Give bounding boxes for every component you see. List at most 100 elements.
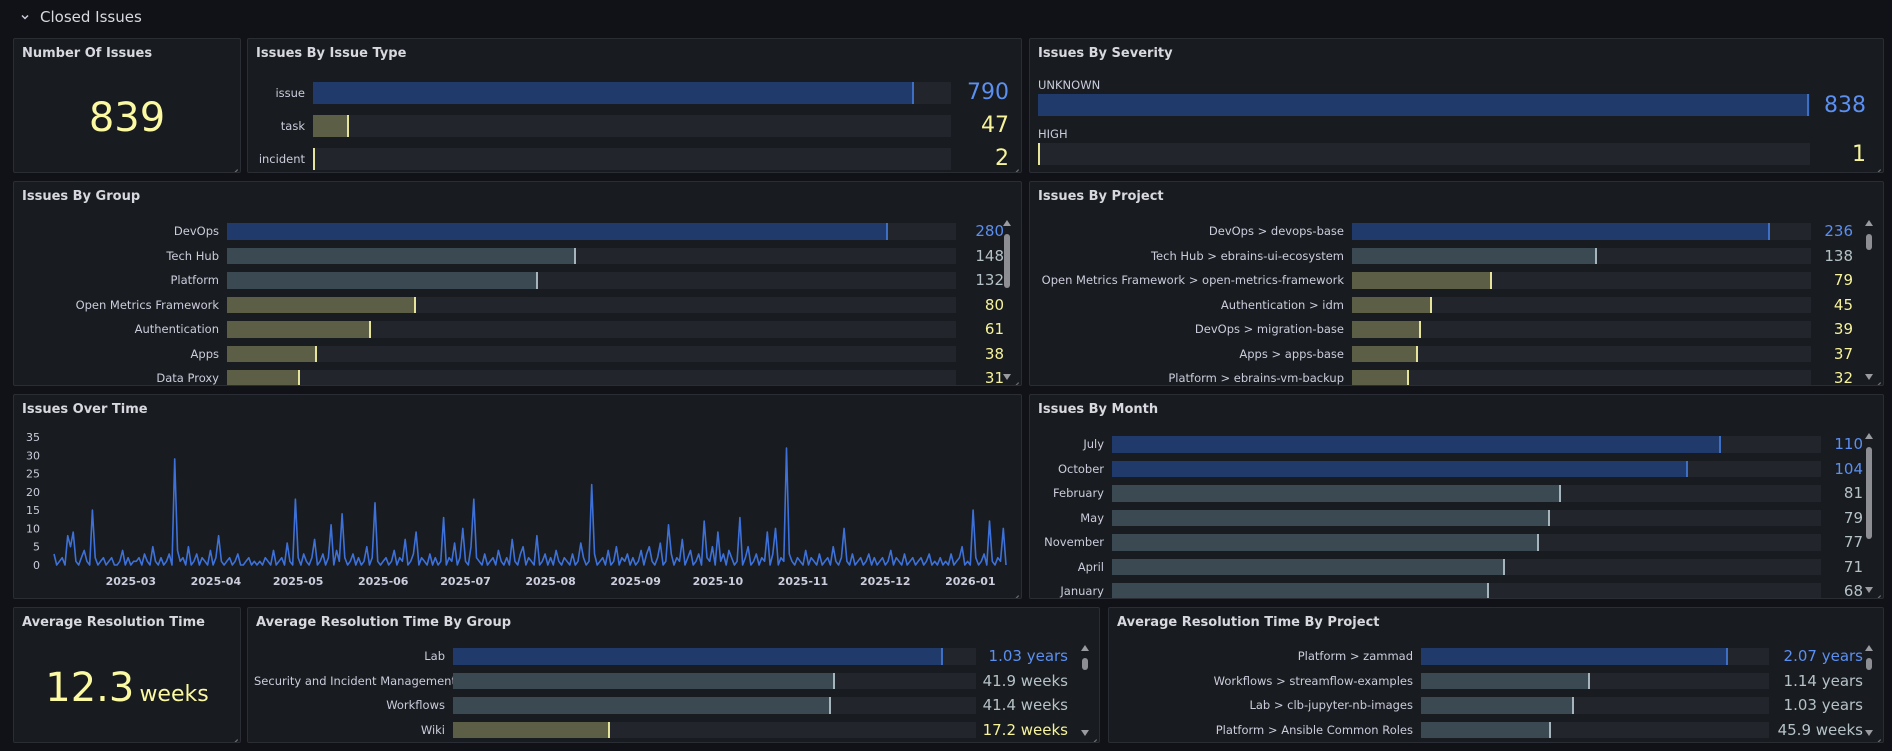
bar-row[interactable]: Open Metrics Framework 80: [20, 294, 1004, 317]
bar-row[interactable]: task 47: [254, 110, 1009, 141]
scroll-up-icon[interactable]: [1865, 433, 1873, 439]
severity-label: UNKNOWN: [1038, 78, 1101, 92]
bar-row[interactable]: Open Metrics Framework > open-metrics-fr…: [1036, 269, 1853, 292]
bar-fill: [227, 247, 577, 264]
severity-bar-row[interactable]: 1: [1038, 142, 1866, 167]
panel-issues-by-type: Issues By Issue Type issue 790 task 47 incid…: [247, 38, 1022, 173]
bar-fill: [227, 345, 317, 362]
scroll-thumb[interactable]: [1866, 447, 1872, 539]
scrollbar[interactable]: [1002, 220, 1012, 380]
bar-value: 41.4 weeks: [982, 696, 1068, 715]
scroll-down-icon[interactable]: [1865, 374, 1873, 380]
row-header-closed-issues[interactable]: Closed Issues: [18, 6, 142, 28]
scroll-thumb[interactable]: [1866, 234, 1872, 250]
bar-row[interactable]: Platform > ebrains-vm-backup 32: [1036, 367, 1853, 385]
bar-row[interactable]: Tech Hub 148: [20, 245, 1004, 268]
scroll-up-icon[interactable]: [1003, 220, 1011, 226]
scrollbar[interactable]: [1864, 645, 1874, 736]
bar-row[interactable]: October 104: [1036, 458, 1863, 481]
bar-fill: [1352, 223, 1771, 240]
scrollbar[interactable]: [1080, 645, 1090, 736]
scrollbar[interactable]: [1864, 433, 1874, 593]
scrollbar[interactable]: [1864, 220, 1874, 380]
resize-handle[interactable]: [1010, 374, 1019, 383]
bar-row[interactable]: issue 790: [254, 77, 1009, 108]
bar-row[interactable]: May 79: [1036, 507, 1863, 530]
bar-row[interactable]: Authentication 61: [20, 318, 1004, 341]
bar-row[interactable]: DevOps 280: [20, 220, 1004, 243]
bar-row[interactable]: DevOps > migration-base 39: [1036, 318, 1853, 341]
resize-handle[interactable]: [1872, 731, 1881, 740]
bar-row[interactable]: July 110: [1036, 433, 1863, 456]
bar-row[interactable]: DevOps > devops-base 236: [1036, 220, 1853, 243]
bar-fill: [1352, 370, 1409, 385]
bar-fill: [1352, 272, 1492, 289]
bar-row[interactable]: Platform > Ansible Common Roles 45.9 week…: [1115, 719, 1863, 742]
scroll-down-icon[interactable]: [1003, 374, 1011, 380]
bar-value: 1.03 years: [1783, 696, 1863, 715]
bar-value: 81: [1843, 484, 1863, 503]
bar-row[interactable]: incident 2: [254, 143, 1009, 172]
bar-row[interactable]: Workflows > streamflow-examples 1.14 year…: [1115, 670, 1863, 693]
scroll-up-icon[interactable]: [1865, 220, 1873, 226]
scroll-down-icon[interactable]: [1865, 587, 1873, 593]
severity-bar-row[interactable]: 838: [1038, 93, 1866, 118]
bar-value: 17.2 weeks: [982, 720, 1068, 739]
bar-fill: [227, 321, 371, 338]
bar-label: Open Metrics Framework: [75, 297, 219, 312]
bar-value: 68: [1843, 582, 1863, 599]
scroll-up-icon[interactable]: [1865, 645, 1873, 651]
resize-handle[interactable]: [1010, 161, 1019, 170]
bar-row[interactable]: November 77: [1036, 531, 1863, 554]
resize-handle[interactable]: [1010, 587, 1019, 596]
bar-fill: [1112, 534, 1539, 551]
bar-track: [1421, 697, 1769, 714]
bar-fill: [1112, 436, 1722, 453]
scroll-up-icon[interactable]: [1081, 645, 1089, 651]
panel-avg-resolution-by-group: Average Resolution Time By Group Lab 1.03…: [247, 607, 1100, 743]
bar-row[interactable]: Platform > zammad 2.07 years: [1115, 645, 1863, 668]
bar-row[interactable]: Wiki 17.2 weeks: [254, 719, 1068, 742]
bar-value: 280: [975, 222, 1004, 241]
bar-label: Workflows > streamflow-examples: [1213, 673, 1413, 688]
y-tick-label: 5: [33, 541, 40, 554]
bar-row[interactable]: Lab > clb-jupyter-nb-images 1.03 years: [1115, 694, 1863, 717]
scroll-thumb[interactable]: [1866, 658, 1872, 670]
bar-row[interactable]: Apps > apps-base 37: [1036, 343, 1853, 366]
bar-track: [1352, 370, 1811, 385]
resize-handle[interactable]: [229, 731, 238, 740]
stat-value: 839: [88, 95, 166, 141]
resize-handle[interactable]: [229, 161, 238, 170]
resize-handle[interactable]: [1088, 731, 1097, 740]
scroll-thumb[interactable]: [1082, 658, 1088, 670]
resize-handle[interactable]: [1872, 587, 1881, 596]
bar-value: 47: [981, 113, 1009, 138]
resize-handle[interactable]: [1872, 161, 1881, 170]
row-title: Closed Issues: [40, 8, 142, 26]
bar-row[interactable]: Apps 38: [20, 343, 1004, 366]
bar-label: May: [1080, 510, 1104, 525]
chevron-down-icon[interactable]: [18, 10, 32, 24]
issues-over-time-chart[interactable]: 35 30 25 20 15 10 5 0 2025-03 2025-04 2025-05 2025-…: [14, 425, 1019, 595]
bar-row[interactable]: Workflows 41.4 weeks: [254, 694, 1068, 717]
bar-row[interactable]: Platform 132: [20, 269, 1005, 292]
bar-row[interactable]: Tech Hub > ebrains-ui-ecosystem 138: [1036, 245, 1853, 268]
resize-handle[interactable]: [1872, 374, 1881, 383]
bar-fill: [313, 114, 349, 137]
scroll-down-icon[interactable]: [1865, 730, 1873, 736]
bar-row[interactable]: January 68: [1036, 580, 1863, 599]
bar-fill: [453, 672, 835, 689]
bar-fill: [453, 721, 610, 738]
bar-row[interactable]: Authentication > idm 45: [1036, 294, 1853, 317]
stat-value: 12.3 weeks: [14, 665, 240, 711]
bar-row[interactable]: Lab 1.03 years: [254, 645, 1068, 668]
bar-label: Authentication > idm: [1220, 297, 1344, 312]
bar-value: 79: [1833, 271, 1853, 290]
bar-row[interactable]: February 81: [1036, 482, 1863, 505]
bar-row[interactable]: Security and Incident Management 41.9 wee…: [254, 670, 1068, 693]
bar-row[interactable]: Data Proxy 31: [20, 367, 1004, 385]
bar-fill: [1038, 143, 1040, 165]
bar-row[interactable]: April 71: [1036, 556, 1863, 579]
scroll-thumb[interactable]: [1004, 234, 1010, 288]
scroll-down-icon[interactable]: [1081, 730, 1089, 736]
